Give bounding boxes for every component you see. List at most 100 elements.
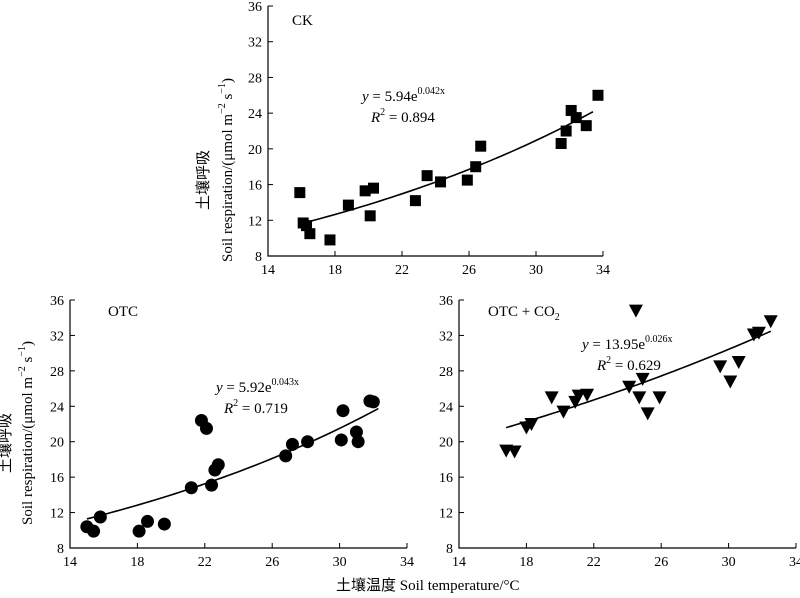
panel-ck-data-point: [342, 199, 354, 211]
panel-otc-co2-data-point: [628, 304, 643, 318]
panel-otc-data-point: [87, 524, 101, 538]
panel-ck-data-point: [565, 104, 577, 116]
panel-otc-ytick-label: 36: [50, 294, 64, 309]
panel-ck-equation: y = 5.94e0.042x: [360, 86, 445, 105]
panel-otc-data-point: [141, 514, 155, 528]
panel-ck-data-point: [359, 185, 371, 197]
panel-otc-co2-xtick-label: 18: [519, 555, 533, 570]
panel-otc-ytick-label: 16: [50, 471, 64, 486]
panel-otc-co2-r2: R2 = 0.629: [596, 355, 661, 374]
panel-otc-co2-data-point: [571, 389, 586, 403]
panel-otc-co2-ytick-label: 8: [446, 542, 453, 557]
panel-otc-co2-data-point: [731, 356, 746, 369]
panel-otc-data-point: [93, 510, 107, 524]
panel-otc-co2-ytick-label: 24: [439, 400, 453, 415]
panel-ck-data-point: [301, 220, 313, 232]
panel-otc-co2-fit-curve: [505, 330, 772, 429]
panel-otc-co2-equation: y = 13.95e0.026x: [580, 334, 673, 353]
panel-ck-data-points: [294, 89, 604, 246]
panel-ck-data-point: [304, 228, 316, 240]
panel-otc-co2-data-point: [763, 315, 778, 329]
panel-ck-ytick-label: 36: [248, 0, 262, 15]
panel-otc-xtick-label: 18: [130, 555, 144, 570]
ylabel-bottom-en: Soil respiration/(μmol m−2 s−1): [17, 341, 36, 525]
panel-otc-r2: R2 = 0.719: [223, 398, 288, 417]
panel-otc-data-point: [205, 478, 219, 492]
panel-otc-co2-label: OTC + CO2: [488, 304, 560, 323]
panel-ck-data-point: [470, 161, 482, 173]
panel-otc-data-point: [336, 404, 350, 418]
panel-otc: 8 12 16 20 24 28 32 36 14 18 22 26 30 34 OTC y = 5.92…: [50, 294, 414, 570]
panel-otc-co2-xtick-label: 34: [789, 555, 800, 570]
panel-otc-data-point: [351, 435, 365, 449]
panel-otc-co2-ytick-label: 20: [439, 436, 453, 451]
panel-otc-data-points: [80, 394, 380, 538]
ylabel-bottom: 土壤呼吸 Soil respiration/(μmol m−2 s−1): [0, 341, 36, 525]
panel-otc-xtick-label: 26: [265, 555, 279, 570]
panel-ck-ytick-label: 8: [255, 250, 262, 265]
panel-otc-data-point: [349, 425, 363, 439]
panel-ck-label: CK: [292, 13, 313, 29]
ylabel-bottom-cn: 土壤呼吸: [0, 413, 14, 473]
panel-otc-data-point: [199, 421, 213, 435]
panel-otc-xtick-label: 14: [63, 555, 77, 570]
panel-otc-ytick-label: 32: [50, 329, 64, 344]
panel-otc-ytick-label: 28: [50, 365, 64, 380]
panel-otc-co2-ytick-label: 36: [439, 294, 453, 309]
panel-ck-ticks: 8 12 16 20 24 28 32 36 14 18 22 26 30 34: [248, 0, 610, 278]
panel-otc-co2-data-point: [544, 391, 559, 405]
panel-otc-co2-data-point: [580, 388, 595, 402]
panel-otc-axes: [69, 300, 407, 549]
panel-otc-co2-data-point: [507, 445, 522, 459]
panel-otc-co2-ytick-label: 16: [439, 471, 453, 486]
panel-otc-co2-data-point: [635, 372, 650, 386]
panel-otc-co2-data-point: [640, 407, 655, 421]
panel-ck-xtick-label: 26: [462, 263, 476, 278]
panel-ck-data-point: [560, 125, 572, 137]
panel-otc-data-point: [211, 458, 225, 472]
ylabel-top-cn: 土壤呼吸: [194, 150, 212, 210]
panel-ck-data-point: [435, 176, 447, 188]
panel-ck-ytick-label: 24: [248, 107, 262, 122]
panel-otc-co2-data-point: [556, 405, 571, 419]
panel-ck-xtick-label: 22: [395, 263, 409, 278]
panel-ck-data-point: [555, 138, 567, 149]
xlabel: 土壤温度 Soil temperature/°C: [336, 576, 520, 594]
panel-otc-ytick-label: 24: [50, 400, 64, 415]
panel-otc-co2-ticks: 8 12 16 20 24 28 32 36 14 18 22 26 30 34: [439, 294, 800, 570]
panel-otc-co2: 8 12 16 20 24 28 32 36 14 18 22 26 30 34 OTC + CO2 y …: [439, 294, 800, 570]
panel-ck-ytick-label: 16: [248, 179, 262, 194]
panel-otc-data-point: [301, 435, 315, 449]
panel-otc-co2-ytick-label: 32: [439, 329, 453, 344]
panel-otc-fit-curve: [86, 407, 379, 520]
panel-otc-data-point: [285, 437, 299, 451]
panel-otc-co2-data-point: [713, 360, 728, 374]
panel-otc-ytick-label: 12: [50, 507, 64, 522]
panel-ck-xtick-label: 18: [328, 263, 342, 278]
panel-ck-data-point: [294, 187, 306, 199]
panel-ck-xtick-label: 30: [529, 263, 543, 278]
panel-otc-ytick-label: 20: [50, 436, 64, 451]
panel-otc-data-point: [157, 517, 171, 531]
panel-otc-data-point: [279, 449, 293, 463]
panel-ck-data-point: [421, 170, 433, 182]
panel-otc-co2-data-point: [632, 391, 647, 405]
panel-ck: 8 12 16 20 24 28 32 36 14 18 22 26 30 34 CK y = 5.94e…: [248, 0, 610, 278]
panel-ck-ytick-label: 20: [248, 143, 262, 158]
panel-otc-xtick-label: 30: [333, 555, 347, 570]
panel-otc-data-point: [366, 395, 380, 409]
panel-otc-equation: y = 5.92e0.043x: [214, 377, 299, 396]
panel-otc-co2-data-point: [622, 380, 637, 394]
panel-ck-data-point: [461, 174, 473, 186]
panel-otc-co2-xtick-label: 26: [654, 555, 668, 570]
panel-otc-data-point: [184, 481, 198, 495]
panel-ck-ytick-label: 28: [248, 71, 262, 86]
panel-ck-data-point: [364, 210, 376, 222]
panel-ck-data-point: [592, 89, 604, 101]
ylabel-top: 土壤呼吸 Soil respiration/(μmol m−2 s−1): [194, 78, 236, 262]
panel-ck-data-point: [368, 182, 380, 194]
panel-otc-co2-ytick-label: 12: [439, 507, 453, 522]
panel-ck-r2: R2 = 0.894: [370, 107, 435, 126]
panel-ck-data-point: [475, 140, 487, 152]
